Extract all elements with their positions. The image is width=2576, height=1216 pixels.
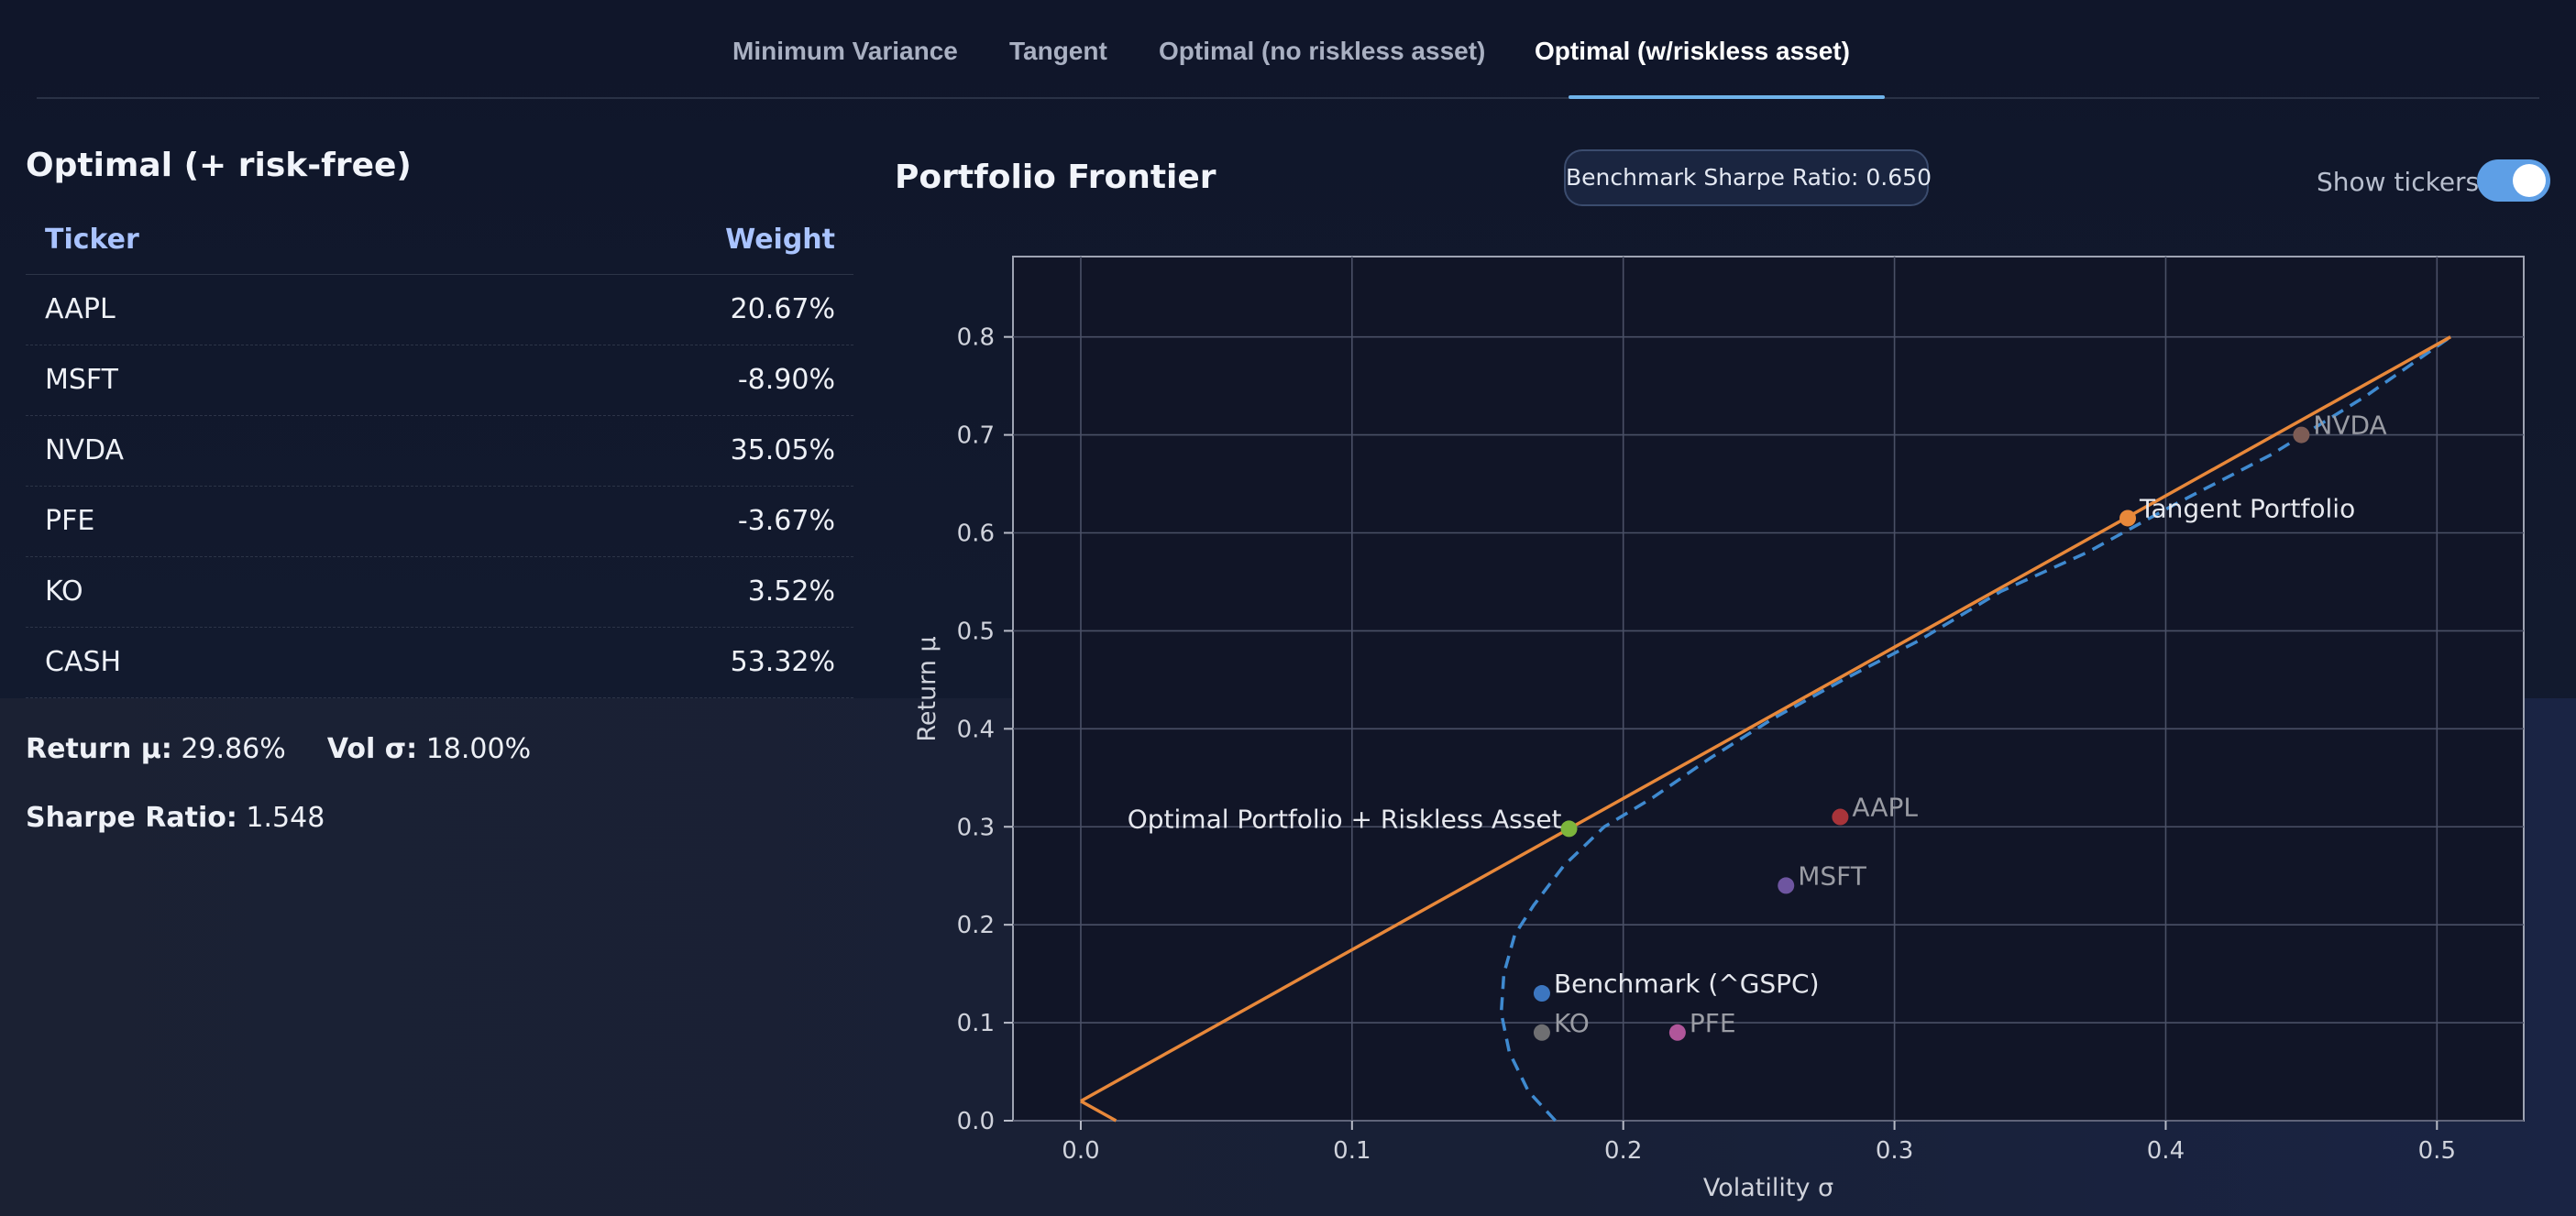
weight-cell: -8.90% bbox=[737, 364, 835, 396]
weights-table: Ticker Weight AAPL 20.67% MSFT -8.90% NV… bbox=[26, 207, 853, 698]
weight-cell: 53.32% bbox=[730, 646, 835, 678]
aapl-point bbox=[1832, 808, 1849, 826]
plot-area bbox=[1012, 256, 2525, 1122]
tangent-portfolio-point bbox=[2119, 509, 2137, 527]
tab-minimum-variance[interactable]: Minimum Variance bbox=[732, 37, 958, 65]
table-row: NVDA 35.05% bbox=[26, 416, 853, 487]
panel-title: Optimal (+ risk-free) bbox=[26, 147, 412, 184]
tab-tangent[interactable]: Tangent bbox=[1009, 37, 1107, 65]
tab-optimal-with-riskless[interactable]: Optimal (w/riskless asset) bbox=[1535, 37, 1850, 65]
portfolio-frontier-chart: 0.0 0.1 0.2 0.3 0.4 0.5 0.0 0.1 0.2 0.3 0.4 0.5 0.6 0… bbox=[913, 256, 2525, 1202]
y-tick-label: 0.4 bbox=[957, 716, 995, 743]
ko-label: KO bbox=[1554, 1008, 1590, 1038]
y-tick-label: 0.1 bbox=[957, 1010, 995, 1037]
chart-title: Portfolio Frontier bbox=[895, 159, 1216, 196]
table-row: MSFT -8.90% bbox=[26, 345, 853, 416]
sharpe-stat: Sharpe Ratio: 1.548 bbox=[26, 802, 325, 834]
y-tick-label: 0.7 bbox=[957, 422, 995, 450]
tangent-portfolio-label: Tangent Portfolio bbox=[2139, 493, 2355, 523]
x-tick-label: 0.4 bbox=[2147, 1137, 2185, 1165]
y-tick-label: 0.0 bbox=[957, 1108, 995, 1135]
sharpe-value: 1.548 bbox=[246, 802, 325, 834]
ticker-cell: MSFT bbox=[45, 364, 118, 396]
optimal-portfolio-riskless-asset-point bbox=[1560, 820, 1578, 838]
benchmark-sharpe-badge: Benchmark Sharpe Ratio: 0.650 bbox=[1564, 149, 1932, 206]
msft-label: MSFT bbox=[1798, 860, 1867, 891]
ticker-cell: AAPL bbox=[45, 293, 116, 325]
vol-label: Vol σ: bbox=[326, 733, 418, 765]
ticker-cell: CASH bbox=[45, 646, 122, 678]
vol-value: 18.00% bbox=[425, 733, 532, 765]
ticker-cell: KO bbox=[45, 575, 83, 608]
weight-cell: 3.52% bbox=[747, 575, 835, 608]
x-tick-label: 0.0 bbox=[1062, 1137, 1099, 1165]
msft-point bbox=[1778, 877, 1795, 894]
return-value: 29.86% bbox=[181, 733, 286, 765]
tab-optimal-no-riskless[interactable]: Optimal (no riskless asset) bbox=[1159, 37, 1486, 65]
active-tab-indicator bbox=[1569, 95, 1885, 99]
nvda-label: NVDA bbox=[2313, 411, 2386, 441]
x-axis-label: Volatility σ bbox=[1703, 1174, 1833, 1202]
x-tick-label: 0.1 bbox=[1333, 1137, 1371, 1165]
weight-cell: -3.67% bbox=[737, 505, 835, 537]
ticker-column-header: Ticker bbox=[45, 224, 139, 256]
tab-bar: Minimum Variance Tangent Optimal (no ris… bbox=[37, 0, 2539, 99]
show-tickers-toggle[interactable] bbox=[2477, 159, 2550, 202]
table-row: CASH 53.32% bbox=[26, 628, 853, 698]
weight-cell: 35.05% bbox=[730, 434, 835, 466]
ticker-cell: PFE bbox=[45, 505, 95, 537]
efficient-frontier-curve bbox=[1499, 335, 2452, 1123]
x-tick-label: 0.2 bbox=[1604, 1137, 1642, 1165]
x-tick-label: 0.5 bbox=[2418, 1137, 2456, 1165]
sharpe-label: Sharpe Ratio: bbox=[26, 802, 237, 834]
y-tick-label: 0.2 bbox=[957, 912, 995, 939]
y-tick-label: 0.6 bbox=[957, 520, 995, 548]
optimal-portfolio-riskless-asset-label: Optimal Portfolio + Riskless Asset bbox=[1128, 804, 1562, 834]
y-tick-label: 0.8 bbox=[957, 324, 995, 352]
pfe-point bbox=[1668, 1024, 1686, 1041]
weight-column-header: Weight bbox=[725, 224, 835, 256]
y-axis-label: Return μ bbox=[913, 636, 941, 741]
toggle-knob bbox=[2513, 164, 2546, 197]
capital-market-line bbox=[1080, 335, 2451, 1103]
weight-cell: 20.67% bbox=[730, 293, 835, 325]
y-tick-label: 0.5 bbox=[957, 618, 995, 645]
table-row: KO 3.52% bbox=[26, 557, 853, 628]
benchmark-gspc-label: Benchmark (^GSPC) bbox=[1554, 969, 1820, 999]
y-tick-label: 0.3 bbox=[957, 814, 995, 841]
table-row: PFE -3.67% bbox=[26, 487, 853, 557]
x-tick-label: 0.3 bbox=[1876, 1137, 1913, 1165]
ko-point bbox=[1533, 1024, 1550, 1041]
return-vol-stats: Return μ: 29.86% Vol σ: 18.00% bbox=[26, 733, 531, 765]
benchmark-gspc-point bbox=[1533, 985, 1550, 1002]
capital-market-line-lower bbox=[1080, 1100, 1117, 1123]
table-header-row: Ticker Weight bbox=[26, 207, 853, 275]
pfe-label: PFE bbox=[1690, 1008, 1736, 1038]
ticker-cell: NVDA bbox=[45, 434, 125, 466]
table-row: AAPL 20.67% bbox=[26, 275, 853, 345]
aapl-label: AAPL bbox=[1852, 793, 1918, 823]
return-label: Return μ: bbox=[26, 733, 172, 765]
show-tickers-label: Show tickers bbox=[2317, 167, 2480, 197]
nvda-point bbox=[2293, 426, 2310, 444]
